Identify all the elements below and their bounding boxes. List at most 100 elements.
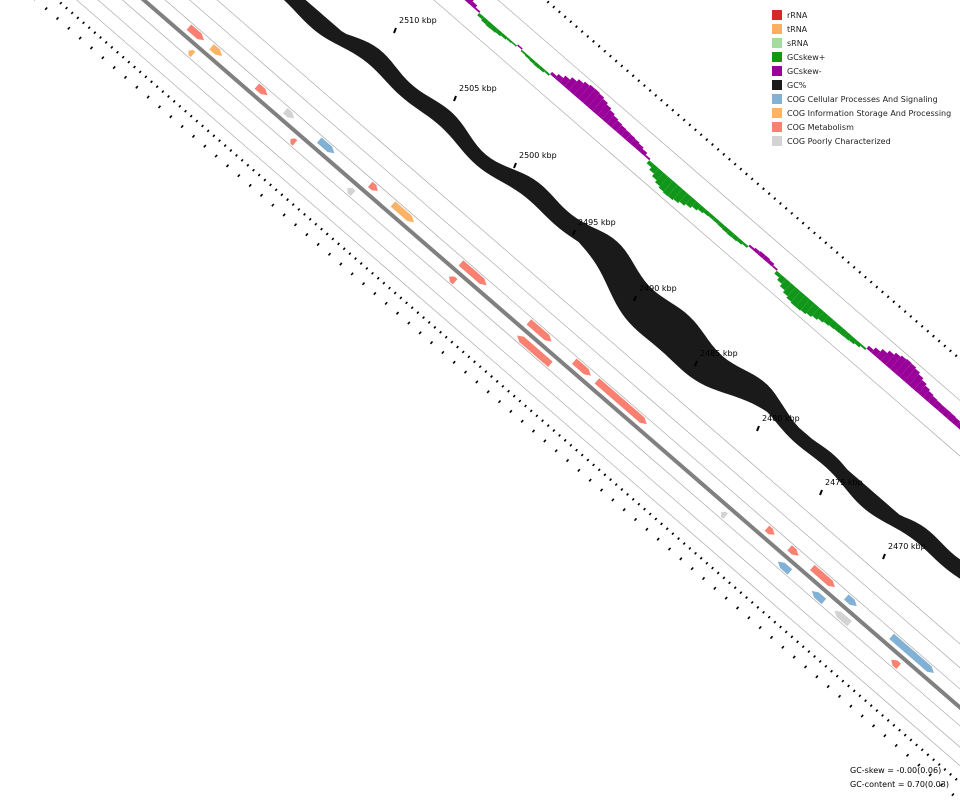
gene-feature-forward bbox=[316, 137, 335, 154]
scale-major-tick bbox=[453, 95, 457, 102]
inner-tick bbox=[314, 222, 318, 226]
gene-feature-forward bbox=[889, 633, 934, 673]
gene-feature-reverse bbox=[834, 610, 852, 627]
gc-skew-negative bbox=[573, 81, 590, 99]
inner-tick bbox=[563, 438, 567, 442]
outer-tick bbox=[699, 133, 703, 137]
gc-skew-positive bbox=[520, 49, 527, 56]
inner-tick bbox=[87, 26, 91, 30]
inner-tick bbox=[206, 129, 210, 133]
inner-tick bbox=[271, 203, 275, 207]
gc-skew-negative bbox=[616, 125, 627, 136]
inner-tick bbox=[303, 212, 306, 216]
gc-skew-negative bbox=[913, 379, 927, 394]
inner-tick bbox=[569, 443, 573, 447]
inner-tick bbox=[603, 473, 607, 477]
inner-tick bbox=[259, 193, 264, 197]
inner-tick bbox=[552, 429, 556, 432]
feature-track bbox=[186, 24, 934, 673]
gc-skew-negative bbox=[635, 143, 644, 153]
inner-tick bbox=[252, 168, 255, 172]
scale-tick-label: 2470 kbp bbox=[888, 542, 926, 551]
scale-major-tick bbox=[882, 553, 886, 560]
inner-tick bbox=[441, 350, 445, 355]
gc-skew-negative bbox=[611, 120, 623, 132]
gene-feature-forward bbox=[209, 44, 223, 56]
legend-item: COG Poorly Characterized bbox=[772, 134, 951, 148]
outer-tick bbox=[648, 89, 652, 92]
gc-skew-negative bbox=[606, 115, 619, 128]
gc-skew-positive bbox=[651, 168, 664, 181]
outer-tick bbox=[552, 5, 556, 9]
inner-tick bbox=[191, 134, 196, 139]
inner-tick bbox=[790, 635, 794, 639]
scale-tick-label: 2485 kbp bbox=[700, 349, 738, 358]
inner-tick bbox=[597, 468, 601, 472]
gc-skew-positive bbox=[726, 229, 735, 238]
inner-tick bbox=[699, 556, 703, 560]
inner-tick bbox=[769, 635, 774, 640]
inner-tick bbox=[796, 640, 799, 644]
legend-item: GC% bbox=[772, 78, 951, 92]
outer-tick bbox=[592, 39, 595, 43]
legend-swatch bbox=[772, 136, 782, 146]
gc-skew-positive bbox=[843, 332, 853, 341]
outer-tick bbox=[920, 324, 924, 328]
outer-tick bbox=[762, 187, 765, 191]
outer-tick bbox=[716, 147, 720, 151]
inner-tick bbox=[337, 242, 340, 246]
inner-tick bbox=[622, 508, 626, 512]
inner-tick bbox=[656, 537, 660, 541]
scale-major-tick bbox=[572, 229, 576, 236]
inner-tick bbox=[501, 384, 505, 388]
inner-tick bbox=[637, 502, 641, 506]
inner-tick bbox=[146, 95, 150, 99]
outer-tick bbox=[603, 49, 607, 53]
gc-skew-positive bbox=[833, 323, 843, 333]
gene-feature-forward bbox=[764, 525, 775, 535]
inner-tick bbox=[439, 330, 442, 334]
gene-feature-forward bbox=[390, 201, 415, 223]
inner-tick bbox=[339, 262, 343, 266]
gc-skew-positive bbox=[777, 274, 787, 284]
inner-tick bbox=[371, 271, 374, 275]
inner-tick bbox=[665, 527, 669, 531]
outer-tick bbox=[932, 334, 935, 338]
inner-tick bbox=[382, 281, 386, 285]
inner-tick bbox=[654, 517, 658, 521]
guide-line bbox=[164, 0, 960, 690]
gc-skew-positive bbox=[511, 41, 518, 47]
inner-tick bbox=[82, 21, 85, 25]
outer-tick bbox=[631, 74, 635, 78]
outer-tick bbox=[892, 300, 896, 304]
inner-tick bbox=[554, 449, 558, 453]
inner-tick bbox=[631, 497, 635, 501]
inner-tick bbox=[229, 149, 233, 152]
gc-skew-negative bbox=[559, 75, 571, 87]
inner-tick bbox=[214, 154, 218, 158]
inner-tick bbox=[813, 655, 816, 658]
legend-item: sRNA bbox=[772, 36, 951, 50]
inner-tick bbox=[841, 679, 845, 683]
gc-skew-positive bbox=[506, 37, 513, 44]
gc-skew-positive bbox=[774, 270, 782, 278]
outer-tick bbox=[864, 275, 867, 279]
inner-tick bbox=[871, 724, 876, 728]
inner-tick bbox=[807, 650, 811, 654]
gene-feature-reverse bbox=[347, 188, 356, 197]
inner-tick bbox=[291, 203, 295, 207]
inner-tick bbox=[951, 792, 955, 797]
scale-major-tick bbox=[513, 162, 517, 169]
inner-tick bbox=[711, 566, 714, 570]
gc-skew-negative bbox=[762, 255, 771, 263]
inner-tick bbox=[467, 355, 471, 359]
gc-skew-positive bbox=[823, 315, 834, 326]
legend-item: tRNA bbox=[772, 22, 951, 36]
outer-tick bbox=[937, 339, 941, 343]
gc-skew-positive bbox=[848, 336, 858, 345]
inner-tick bbox=[792, 655, 796, 659]
inner-tick bbox=[756, 605, 760, 609]
inner-tick bbox=[456, 345, 459, 349]
